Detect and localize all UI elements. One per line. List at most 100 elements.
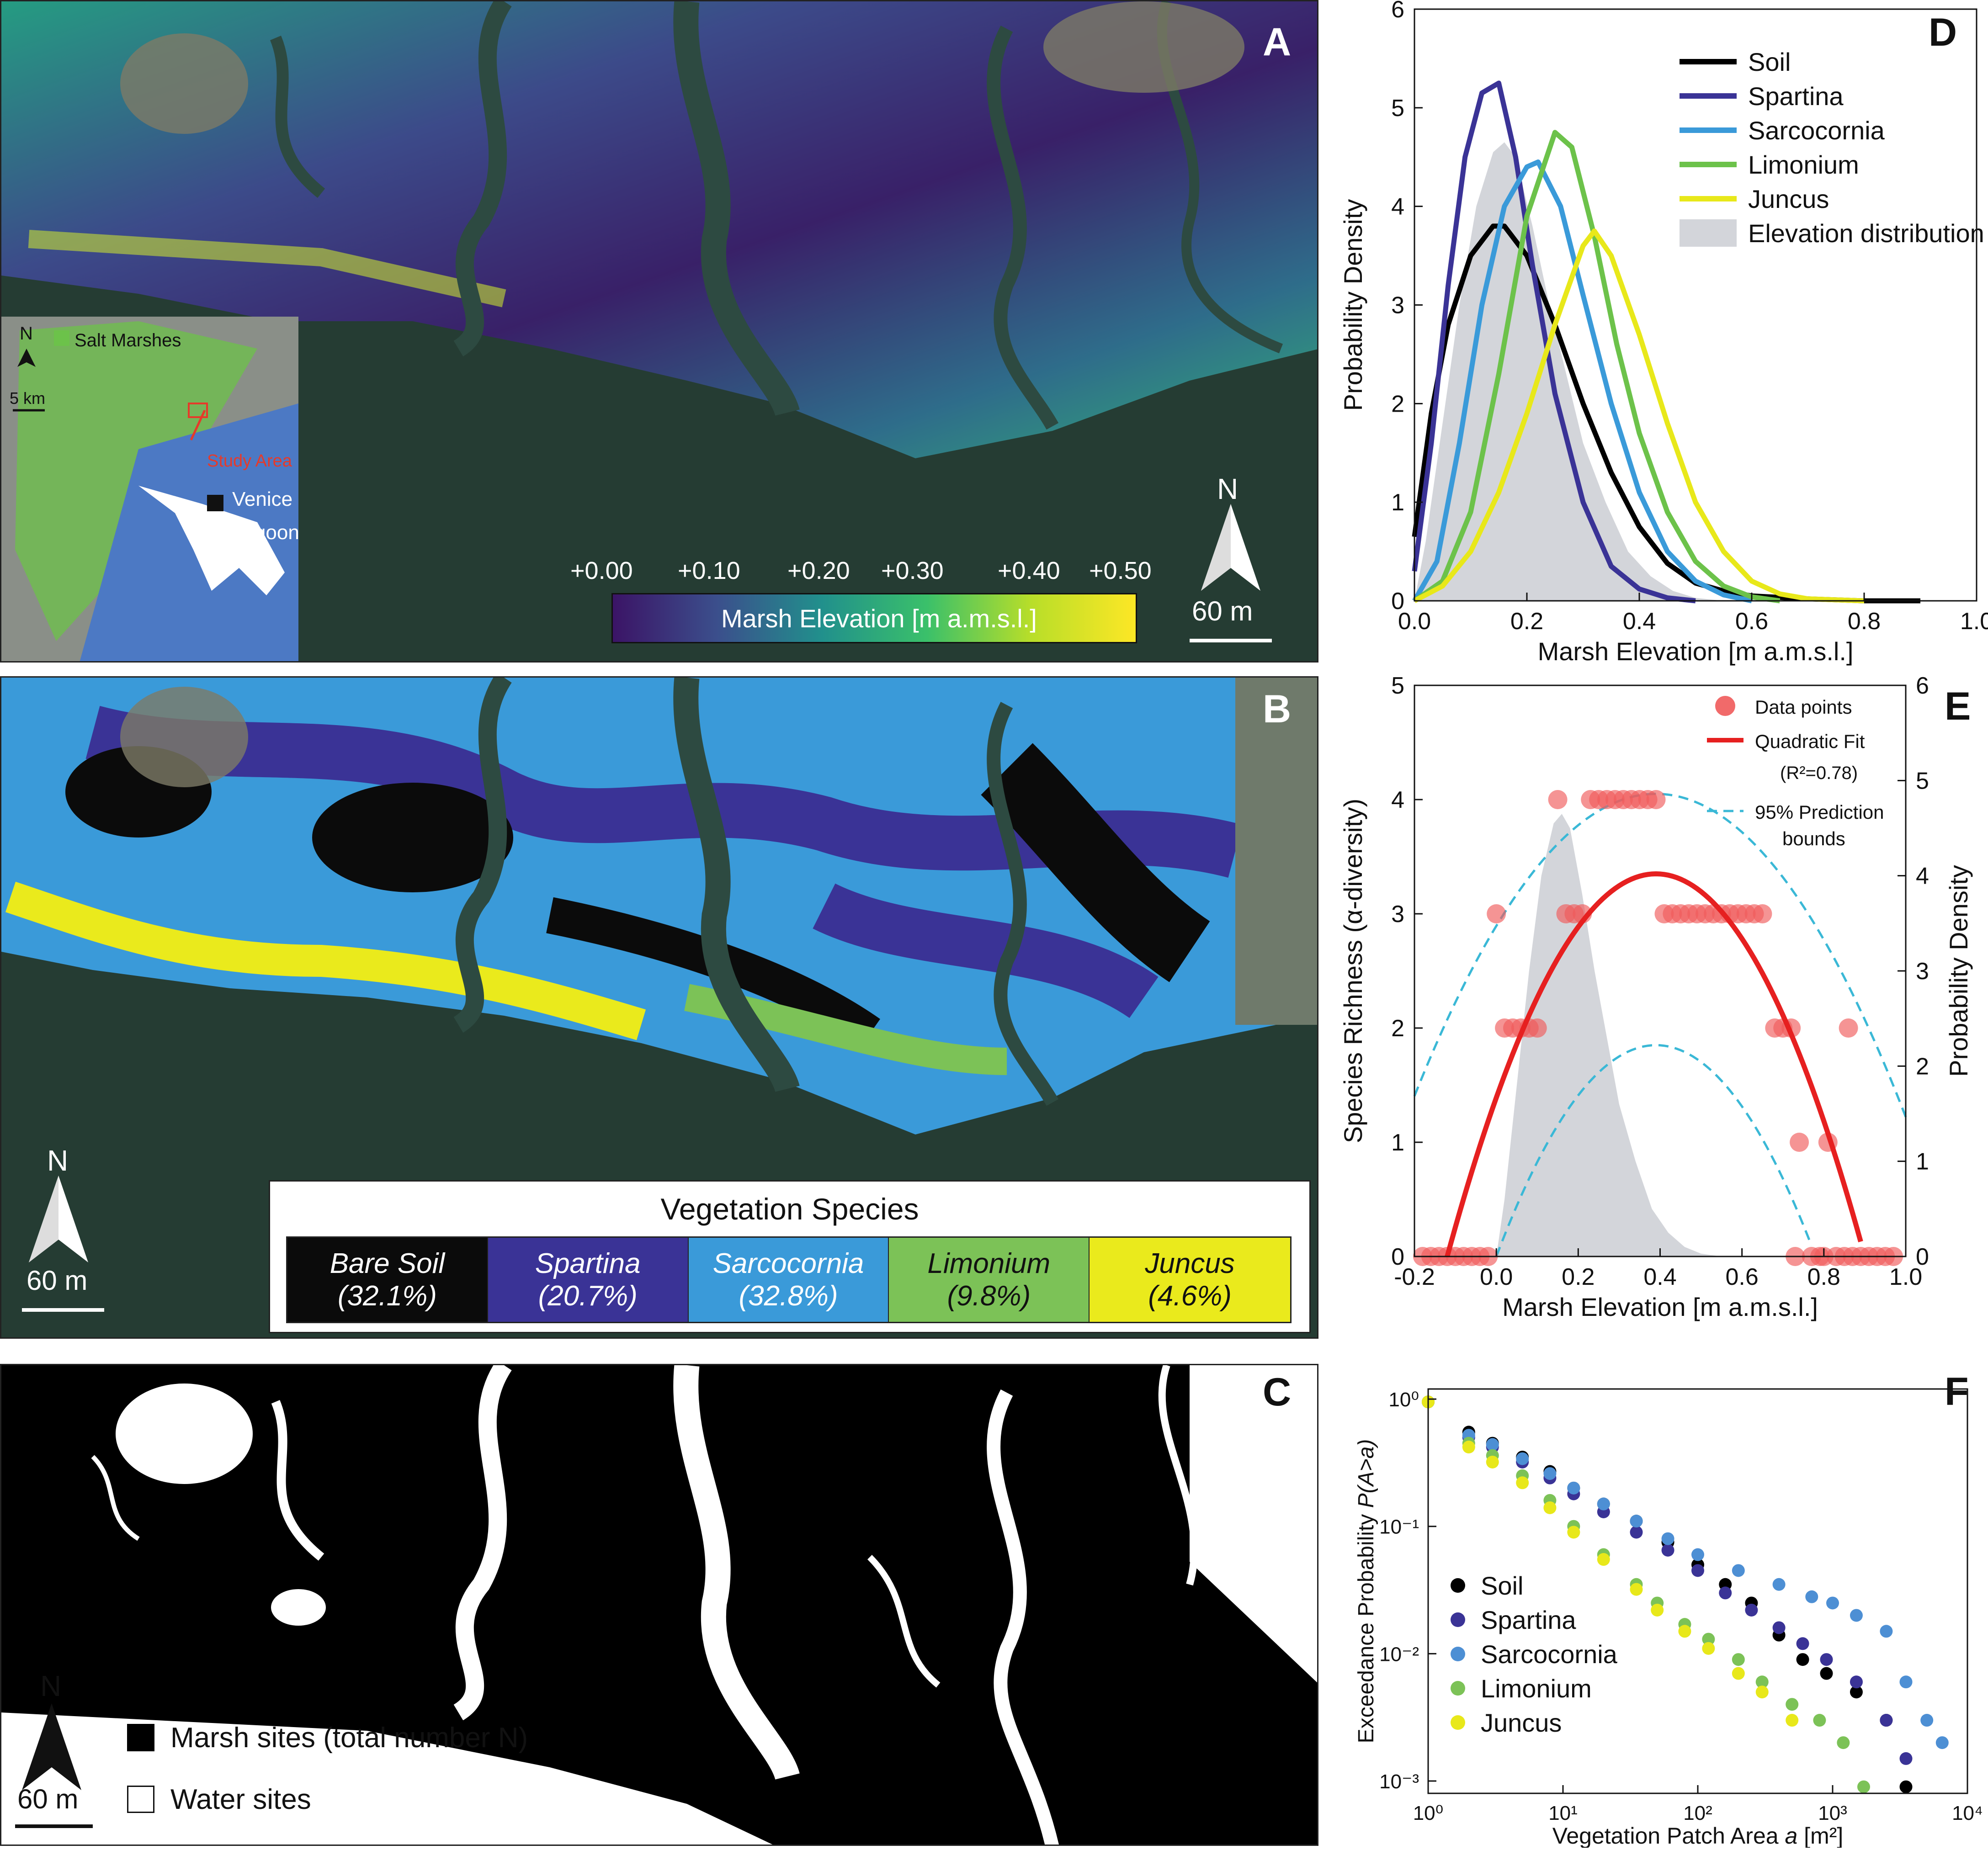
legend-label: Juncus [1481,1708,1562,1737]
inset-scale-label: 5 km [10,389,46,408]
data-point-spartina [1820,1653,1833,1666]
colorbar-title: Marsh Elevation [m a.m.s.l.] [721,604,1037,633]
richness-chart-svg: -0.2 0.0 0.2 0.4 0.6 0.8 1.00123450123456Marsh… [1339,673,1973,1321]
legend-label: Soil [1481,1571,1523,1600]
marsh-legend-label: Marsh sites (total number N) [170,1722,528,1754]
species-percent: (32.1%) [337,1280,437,1312]
data-point-limonium [1857,1780,1870,1793]
data-point-spartina [1691,1564,1704,1577]
data-point-sarcocornia [1880,1625,1893,1638]
data-point-limonium [1732,1653,1745,1666]
north-label: N [1217,472,1239,505]
legend-label: Sarcocornia [1748,116,1885,145]
data-point [1646,790,1666,809]
y-tick-label: 2 [1391,391,1404,417]
legend-marker [1451,1647,1465,1661]
scale-bar [22,1308,104,1312]
data-point-sarcocornia [1899,1675,1913,1689]
y-right-tick-label: 0 [1916,1244,1929,1270]
panel-letter: A [1263,20,1292,64]
species-name: Limonium [927,1248,1051,1279]
data-point-juncus [1486,1455,1499,1468]
data-point-sarcocornia [1661,1532,1674,1545]
x-tick-label: 0.8 [1807,1264,1840,1290]
data-point-limonium [1813,1714,1826,1727]
density-chart-svg: 0.0 0.2 0.4 0.6 0.8 1.0 0 1 2 3 4 5 6 Marsh Elevation… [1339,0,1988,666]
y-tick-label: 10⁰ [1388,1389,1419,1411]
legend-label: Sarcocornia [1481,1640,1618,1669]
panel-a-elevation-map: A Salt Marshes N 5 km Study Area Venice … [0,0,1318,663]
y-tick-label: 1 [1391,1129,1404,1156]
marsh-mask-image [1,1365,1317,1845]
series-line-sarcocornia [1412,159,1753,604]
data-point-juncus [1678,1625,1691,1638]
x-tick-label: 10⁴ [1952,1802,1983,1824]
north-label: N [47,1144,69,1177]
data-point-spartina [1772,1621,1786,1634]
data-point-spartina [1719,1586,1732,1600]
data-point-sarcocornia [1597,1497,1610,1511]
legend-swatch-limonium: Limonium (9.8%) [889,1238,1090,1322]
y-tick-label: 6 [1391,0,1404,23]
data-point-juncus [1755,1686,1769,1699]
species-name: Bare Soil [330,1248,445,1279]
x-tick-label: 0.2 [1562,1264,1595,1290]
north-arrow-icon [22,1703,81,1790]
data-point [1548,790,1568,809]
data-point-sarcocornia [1935,1736,1949,1749]
data-point-spartina [1745,1603,1758,1617]
scale-bar [15,1824,93,1828]
panel-d-elevation-density-chart: 0.0 0.2 0.4 0.6 0.8 1.0 0 1 2 3 4 5 6 Marsh Elevation… [1318,0,1988,676]
y-axis-label: Exceedance Probability P(A>a) [1354,1439,1378,1744]
data-point-sarcocornia [1567,1481,1580,1495]
legend-label: Spartina [1748,82,1844,111]
data-point-spartina [1630,1526,1643,1539]
species-percent: (4.6%) [1148,1280,1232,1312]
panel-f-patch-area-chart: 10⁰ 10¹ 10² 10³ 10⁴ 10⁰ 10⁻¹ 10⁻² 10⁻³ Vegetation… [1318,1364,1988,1849]
panel-letter: C [1263,1370,1292,1414]
data-point-sarcocornia [1543,1467,1557,1480]
data-point-sarcocornia [1516,1452,1529,1465]
y-tick-label: 0 [1391,1244,1404,1270]
data-point-soil [1820,1667,1833,1680]
x-tick-label: 10³ [1818,1802,1847,1824]
y-right-tick-label: 6 [1916,676,1929,699]
x-tick-label: 0.0 [1480,1264,1513,1290]
inset-legend-label: Salt Marshes [74,330,181,350]
data-point-spartina [1880,1714,1893,1727]
legend-swatch-juncus: Juncus (4.6%) [1090,1238,1290,1322]
series-line-limonium [1413,130,1781,604]
colorbar-tick: +0.50 [1089,557,1152,584]
elevation-colorbar [611,593,1137,643]
legend-label: Juncus [1748,185,1829,213]
x-tick-label: 0.8 [1848,608,1881,635]
scale-label: 60 m [17,1784,79,1814]
vegetation-legend: Vegetation Species Bare Soil (32.1%) Spa… [269,1180,1311,1333]
data-point-limonium [1702,1633,1715,1646]
legend-label: 95% Prediction [1755,801,1884,823]
data-point-juncus [1597,1553,1610,1566]
species-percent: (32.8%) [739,1280,838,1312]
data-point [1753,904,1772,923]
elevation-map-image [1,1,1317,661]
water-legend-label: Water sites [170,1784,311,1815]
data-point [1790,1133,1809,1152]
x-axis-label: Marsh Elevation [m a.m.s.l.] [1502,1293,1818,1321]
y-right-axis-label: Probability Density [1944,865,1973,1077]
data-point-limonium [1755,1675,1769,1689]
data-point-juncus [1732,1667,1745,1680]
data-point-soil [1796,1653,1809,1666]
colorbar-tick: +0.30 [881,557,944,584]
data-point [1487,904,1506,923]
x-tick-label: 10² [1683,1802,1712,1824]
legend-swatch-bare-soil: Bare Soil (32.1%) [287,1238,488,1322]
species-percent: (9.8%) [947,1280,1031,1312]
data-point-sarcocornia [1850,1609,1863,1622]
x-tick-label: 0.2 [1510,608,1543,635]
x-tick-label: 0.0 [1398,608,1431,635]
data-point-sarcocornia [1732,1564,1745,1577]
inset-study-area-label: Study Area [207,451,292,471]
colorbar-tick: +0.20 [787,557,850,584]
y-tick-label: 3 [1391,901,1404,928]
legend-label: Quadratic Fit [1755,731,1865,752]
